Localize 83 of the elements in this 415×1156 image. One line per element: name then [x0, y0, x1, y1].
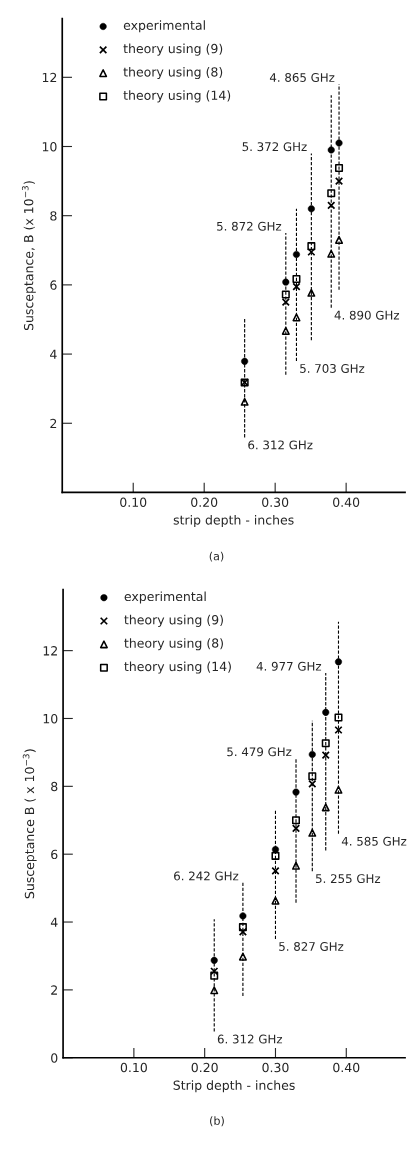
annotation: 5. 255 GHz	[315, 874, 381, 884]
point	[292, 274, 301, 284]
y-tick-label: 10	[42, 141, 57, 152]
annotation: 4. 585 GHz	[341, 836, 407, 846]
legend-label: theory using (8)	[124, 638, 223, 651]
x-tick-label: 0.30	[262, 497, 289, 507]
point	[210, 986, 219, 995]
annotation: 5. 872 GHz	[217, 221, 282, 231]
point	[271, 866, 280, 875]
annotation: 5. 479 GHz	[227, 747, 292, 757]
point	[321, 751, 330, 760]
y-tick-label: 2	[51, 985, 57, 995]
point	[281, 290, 290, 299]
x-tick-label: 0.10	[120, 497, 147, 507]
point	[334, 177, 344, 186]
point	[281, 298, 290, 307]
x-tick-label: 0.40	[333, 497, 360, 507]
point	[307, 242, 316, 251]
legend-label: experimental	[123, 20, 205, 33]
annotation: 6. 312 GHz	[217, 1034, 283, 1044]
point	[240, 397, 249, 406]
point	[291, 824, 301, 833]
point	[308, 779, 317, 789]
point	[291, 861, 301, 870]
point	[307, 247, 316, 257]
point	[238, 923, 247, 932]
point	[271, 851, 280, 860]
point	[327, 249, 336, 258]
point	[327, 189, 336, 198]
point	[335, 163, 344, 172]
point	[335, 235, 344, 244]
point	[321, 803, 330, 812]
x-tick-label: 0.10	[120, 1062, 147, 1073]
y-axis-title: Susceptance, B (x 10$^{−3}$)	[21, 181, 36, 331]
point	[291, 816, 301, 825]
text: (a)	[209, 551, 224, 562]
annotation: 4. 977 GHz	[256, 661, 322, 671]
point	[292, 282, 301, 291]
point	[271, 896, 280, 905]
y-tick-label: 0	[51, 1053, 58, 1063]
x-tick-label: 0.30	[262, 1062, 289, 1073]
point	[334, 713, 343, 722]
point	[281, 326, 290, 335]
y-tick-label: 10	[43, 713, 58, 724]
y-tick-label: 2	[50, 418, 57, 429]
annotation: 5. 703 GHz	[300, 363, 365, 373]
legend-label: theory using (9)	[123, 43, 223, 56]
text: (b)	[210, 1116, 224, 1127]
x-axis-title: strip depth - inches	[173, 514, 294, 528]
y-tick-label: 4	[50, 917, 58, 927]
point	[308, 772, 317, 781]
annotation: 5. 827 GHz	[279, 941, 344, 951]
point	[334, 785, 343, 794]
point	[292, 313, 301, 322]
y-tick-label: 8	[51, 781, 58, 792]
point	[210, 971, 219, 980]
x-tick-label: 0.20	[191, 1062, 218, 1073]
point	[334, 725, 343, 735]
annotation: 4. 865 GHz	[269, 73, 335, 82]
legend-label: theory using (9)	[124, 614, 223, 627]
legend-label: experimental	[124, 591, 206, 604]
annotation: 6. 242 GHz	[174, 871, 239, 881]
y-tick-label: 12	[43, 646, 57, 656]
legend-label: theory using (14)	[124, 661, 231, 674]
annotation: 6. 312 GHz	[248, 440, 313, 450]
annotation: 4. 890 GHz	[334, 310, 400, 320]
legend-label: theory using (8)	[123, 66, 223, 80]
y-tick-label: 4	[50, 349, 57, 359]
y-tick-label: 6	[51, 849, 58, 860]
point	[327, 201, 336, 210]
x-tick-label: 0.40	[333, 1062, 360, 1073]
y-tick-label: 8	[50, 211, 57, 221]
x-axis-title: Strip depth - inches	[173, 1080, 295, 1093]
legend-label: theory using (14)	[123, 90, 231, 103]
y-tick-label: 6	[50, 280, 57, 290]
point	[321, 739, 330, 748]
x-tick-label: 0.20	[191, 497, 218, 507]
annotation: 5. 372 GHz	[242, 142, 307, 152]
y-tick-label: 12	[42, 72, 57, 83]
point	[307, 288, 316, 297]
y-axis-title: Susceptance B ( x 10$^{−3}$)	[22, 749, 37, 899]
point	[308, 828, 317, 837]
point	[238, 952, 247, 961]
